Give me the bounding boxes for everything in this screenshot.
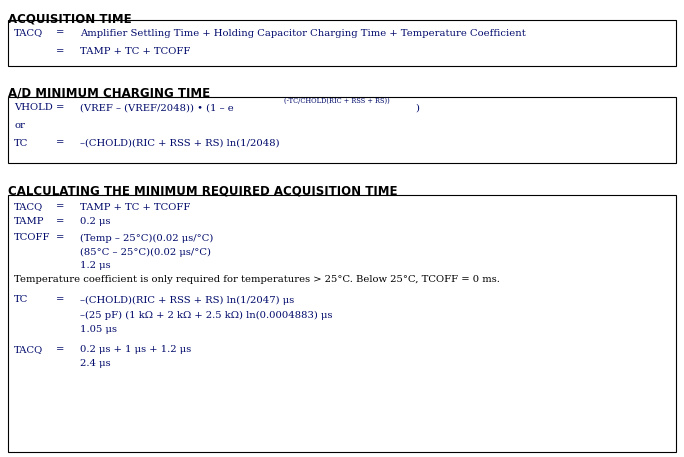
Text: A/D MINIMUM CHARGING TIME: A/D MINIMUM CHARGING TIME	[8, 87, 210, 100]
Text: =: =	[56, 234, 64, 243]
Text: 1.2 μs: 1.2 μs	[80, 260, 111, 270]
Bar	[8, 97, 676, 163]
Text: TACQ: TACQ	[14, 202, 43, 212]
Text: TC: TC	[14, 296, 28, 304]
Text: TAMP: TAMP	[14, 218, 44, 227]
Text: (-TC/CHOLD(RIC + RSS + RS)): (-TC/CHOLD(RIC + RSS + RS))	[284, 97, 390, 105]
Text: =: =	[56, 48, 64, 57]
Text: TAMP + TC + TCOFF: TAMP + TC + TCOFF	[80, 48, 190, 57]
Text: =: =	[56, 103, 64, 112]
Text: ): )	[415, 103, 419, 112]
Text: VHOLD: VHOLD	[14, 103, 53, 112]
Text: –(25 pF) (1 kΩ + 2 kΩ + 2.5 kΩ) ln(0.0004883) μs: –(25 pF) (1 kΩ + 2 kΩ + 2.5 kΩ) ln(0.000…	[80, 310, 332, 319]
Text: =: =	[56, 218, 64, 227]
Text: 2.4 μs: 2.4 μs	[80, 360, 111, 368]
Text: ACQUISITION TIME: ACQUISITION TIME	[8, 12, 131, 25]
Text: (VREF – (VREF/2048)) • (1 – e: (VREF – (VREF/2048)) • (1 – e	[80, 103, 234, 112]
Text: =: =	[56, 296, 64, 304]
Text: CALCULATING THE MINIMUM REQUIRED ACQUISITION TIME: CALCULATING THE MINIMUM REQUIRED ACQUISI…	[8, 184, 397, 197]
Text: (Temp – 25°C)(0.02 μs/°C): (Temp – 25°C)(0.02 μs/°C)	[80, 234, 213, 243]
Bar	[8, 195, 676, 452]
Text: Temperature coefficient is only required for temperatures > 25°C. Below 25°C, TC: Temperature coefficient is only required…	[14, 275, 500, 283]
Text: –(CHOLD)(RIC + RSS + RS) ln(1/2048): –(CHOLD)(RIC + RSS + RS) ln(1/2048)	[80, 138, 280, 148]
Text: TACQ: TACQ	[14, 28, 43, 37]
Text: TAMP + TC + TCOFF: TAMP + TC + TCOFF	[80, 202, 190, 212]
Bar	[8, 20, 676, 66]
Text: –(CHOLD)(RIC + RSS + RS) ln(1/2047) μs: –(CHOLD)(RIC + RSS + RS) ln(1/2047) μs	[80, 295, 294, 304]
Text: =: =	[56, 345, 64, 355]
Text: (85°C – 25°C)(0.02 μs/°C): (85°C – 25°C)(0.02 μs/°C)	[80, 247, 211, 256]
Text: =: =	[56, 202, 64, 212]
Text: =: =	[56, 138, 64, 148]
Text: 0.2 μs + 1 μs + 1.2 μs: 0.2 μs + 1 μs + 1.2 μs	[80, 345, 192, 355]
Text: 1.05 μs: 1.05 μs	[80, 324, 117, 334]
Text: TCOFF: TCOFF	[14, 234, 51, 243]
Text: 0.2 μs: 0.2 μs	[80, 218, 111, 227]
Text: or: or	[14, 122, 25, 131]
Text: TACQ: TACQ	[14, 345, 43, 355]
Text: TC: TC	[14, 138, 28, 148]
Text: =: =	[56, 28, 64, 37]
Text: Amplifier Settling Time + Holding Capacitor Charging Time + Temperature Coeffici: Amplifier Settling Time + Holding Capaci…	[80, 28, 526, 37]
